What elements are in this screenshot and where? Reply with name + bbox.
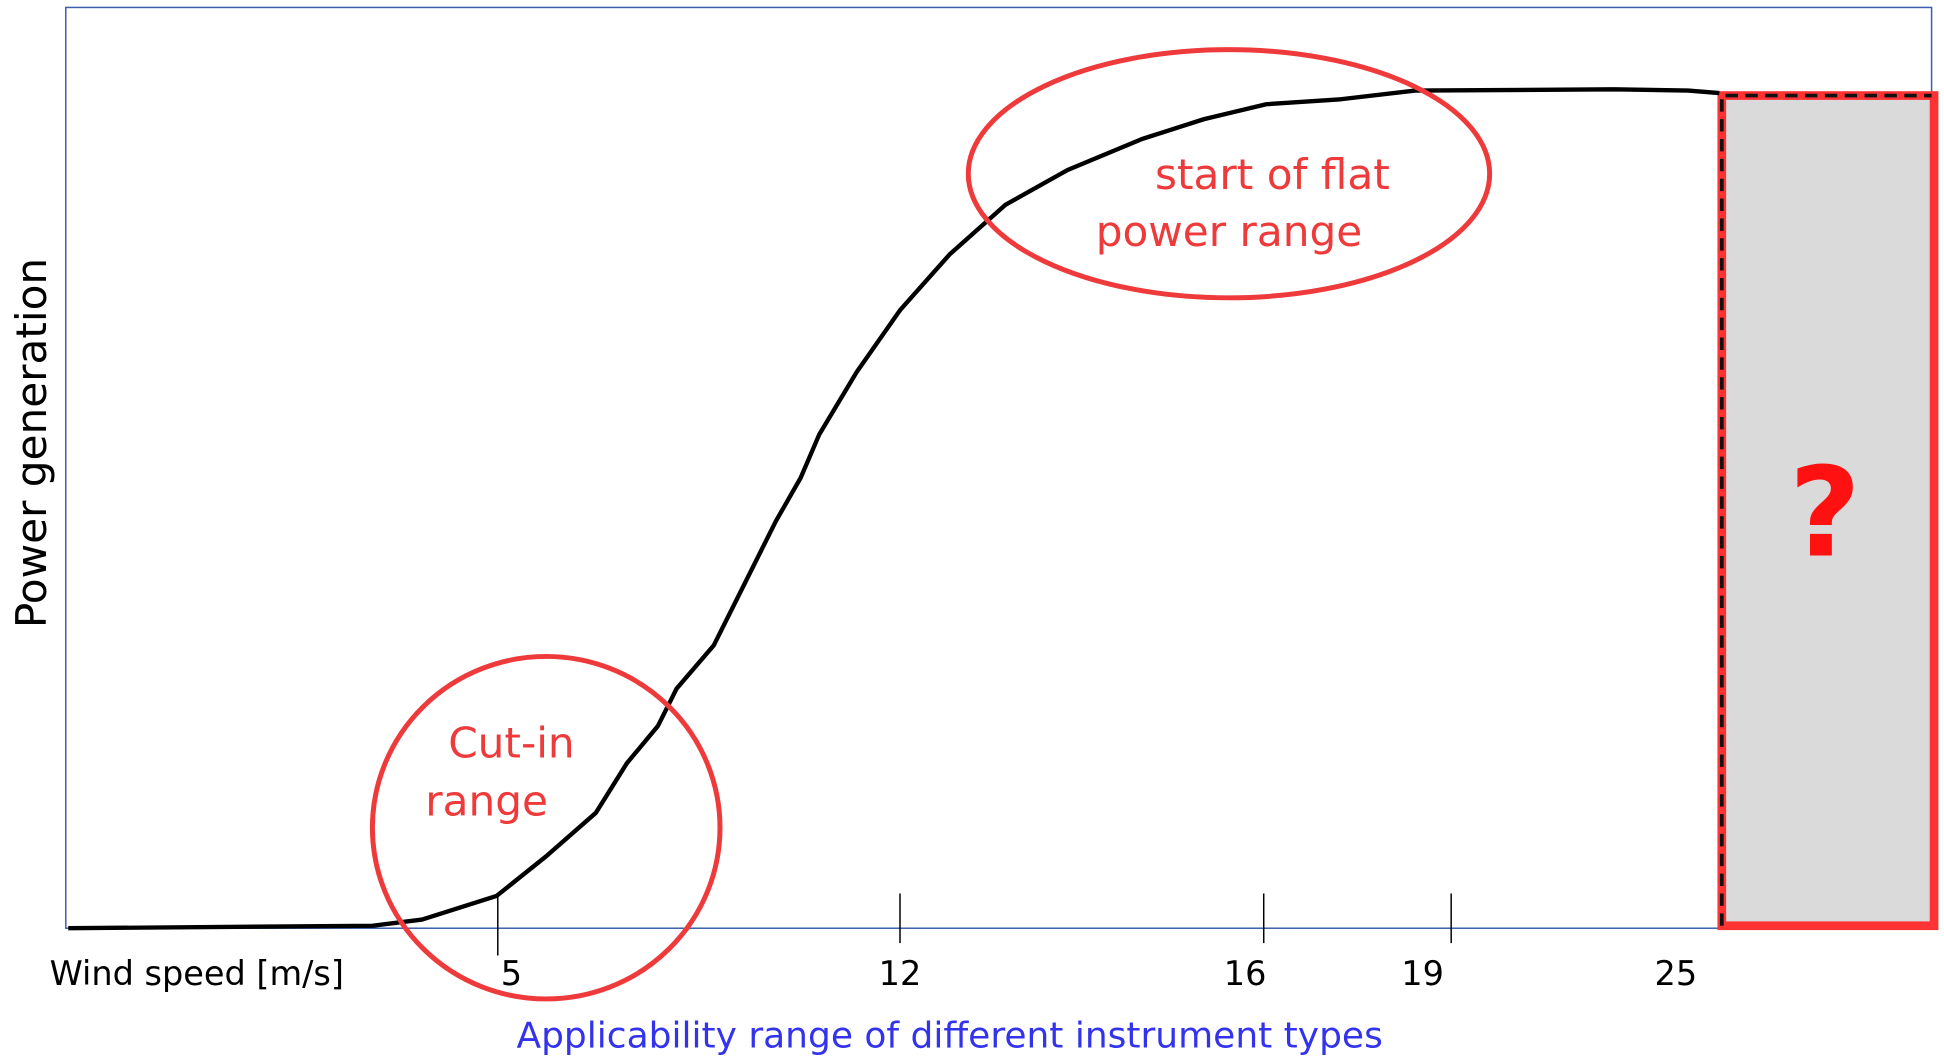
annotation: Cut-in [448, 718, 574, 767]
tick-label: 5 [501, 954, 522, 993]
unknown-range-box [1717, 91, 1939, 931]
tick-label: 12 [879, 954, 922, 993]
x-axis-label: Wind speed [m/s] [50, 954, 344, 993]
tick-marks [497, 893, 1452, 956]
question-mark: ? [1789, 441, 1861, 585]
cut-in-circle [369, 653, 723, 1002]
tick-label: 25 [1655, 954, 1698, 993]
plot-frame [65, 6, 1933, 929]
tick-label: 16 [1224, 954, 1267, 993]
annotation: start of flat [1155, 150, 1390, 199]
subtitle: Applicability range of different instrum… [516, 1015, 1382, 1056]
annotation: range [425, 777, 548, 826]
flat-range-circle [965, 47, 1493, 301]
y-axis-label: Power generation [7, 258, 56, 628]
tick-label: 19 [1401, 954, 1444, 993]
power-curve [68, 87, 1720, 931]
annotation: power range [1096, 207, 1363, 256]
